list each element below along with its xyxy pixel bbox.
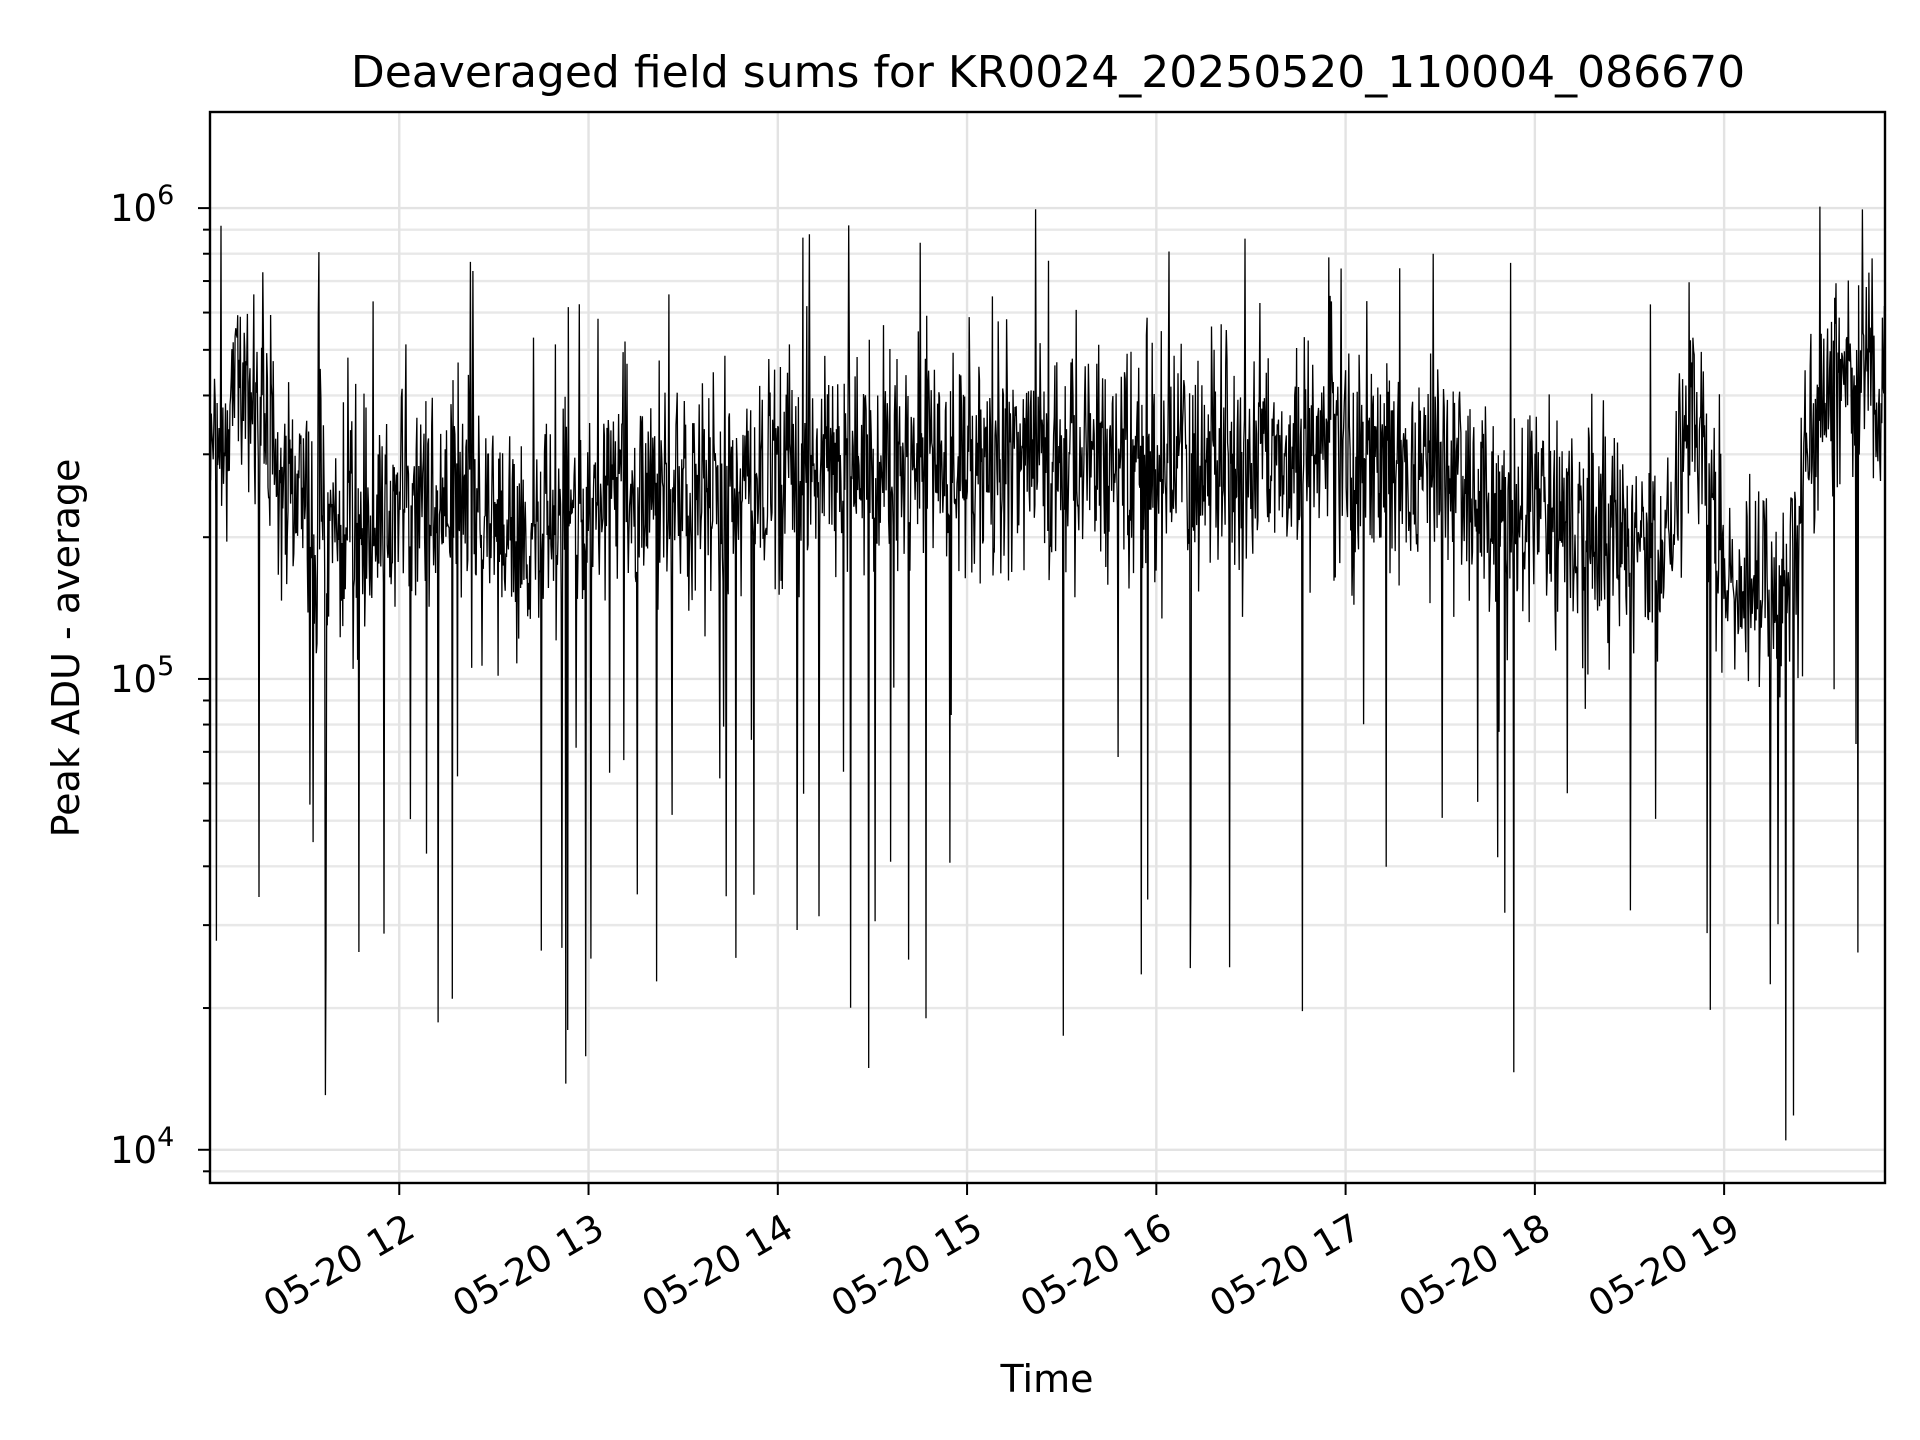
x-axis: 05-20 12 05-20 13 05-20 14 05-20 15 05-20 16…	[256, 1183, 1747, 1326]
x-tick-label: 05-20 15	[824, 1206, 990, 1326]
y-tick-label: 105	[110, 651, 174, 701]
y-axis: 104 105 106	[110, 180, 210, 1173]
chart-title: Deaveraged field sums for KR0024_2025052…	[351, 47, 1745, 98]
x-tick-label: 05-20 18	[1392, 1206, 1558, 1326]
x-tick-label: 05-20 16	[1013, 1206, 1179, 1326]
x-tick-label: 05-20 13	[445, 1206, 611, 1326]
y-tick-label: 106	[110, 180, 174, 230]
plot-frame	[208, 110, 1887, 1185]
series-line	[209, 206, 1886, 1141]
grid	[210, 112, 1885, 1183]
plot-area	[209, 206, 1886, 1141]
x-tick-label: 05-20 19	[1581, 1206, 1747, 1326]
x-tick-label: 05-20 17	[1203, 1206, 1369, 1326]
y-axis-label: Peak ADU - average	[44, 459, 88, 838]
x-axis-label: Time	[1000, 1357, 1094, 1401]
x-tick-label: 05-20 14	[635, 1206, 801, 1326]
x-tick-label: 05-20 12	[256, 1206, 422, 1326]
y-tick-label: 104	[110, 1122, 174, 1172]
